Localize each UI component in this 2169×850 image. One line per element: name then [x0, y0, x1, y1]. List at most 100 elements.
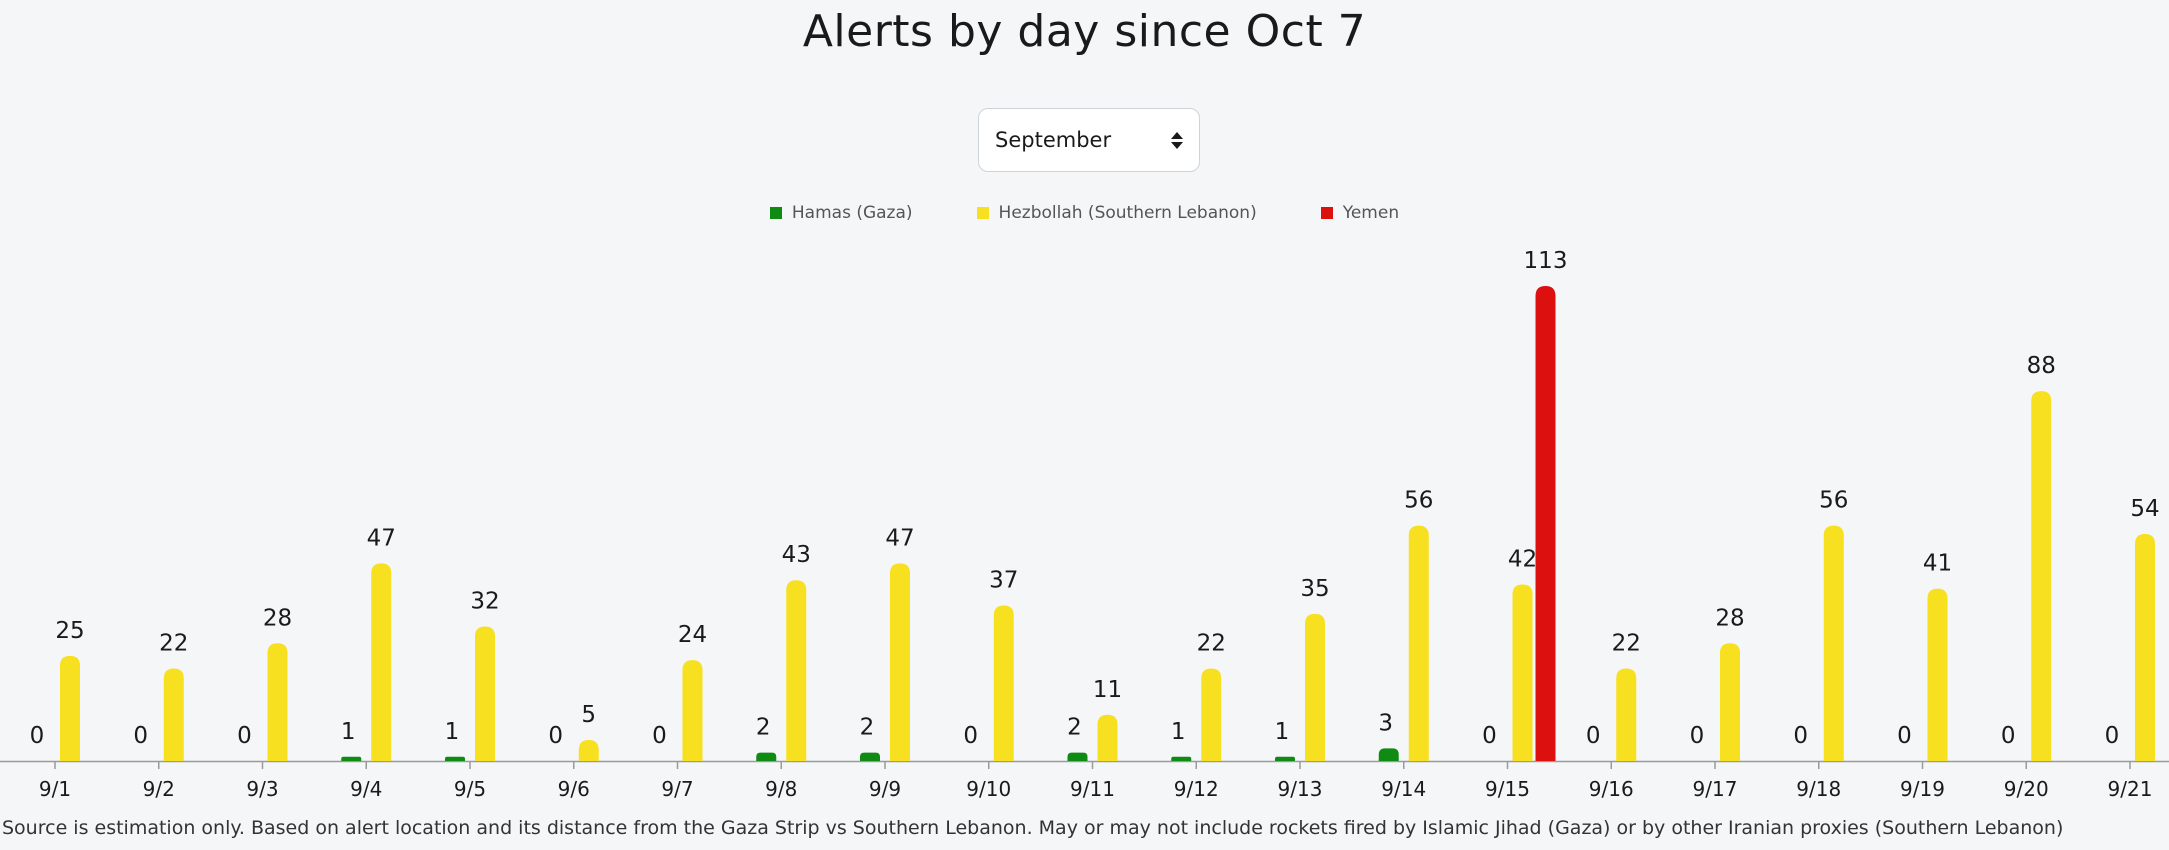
x-tick-label: 9/3: [246, 777, 278, 801]
data-label-yemen: 113: [1524, 248, 1568, 274]
bar-hezbollah-9-20[interactable]: [2031, 391, 2052, 761]
bar-hamas-9-13[interactable]: [1275, 756, 1295, 761]
bar-hezbollah-9-6[interactable]: [578, 739, 599, 761]
x-tick-label: 9/11: [1070, 777, 1115, 801]
bar-hezbollah-9-21[interactable]: [2135, 534, 2155, 761]
data-label-hamas: 0: [2001, 723, 2016, 749]
x-tick-label: 9/7: [661, 777, 693, 801]
bar-hezbollah-9-2[interactable]: [163, 668, 184, 761]
data-label-hezbollah: 42: [1508, 546, 1537, 572]
select-arrows-icon: [1171, 131, 1183, 149]
legend-label-hamas: Hamas (Gaza): [791, 203, 913, 223]
bar-hamas-9-8[interactable]: [756, 752, 777, 761]
data-label-hezbollah: 28: [263, 605, 292, 631]
legend-swatch-hamas: [769, 207, 782, 219]
data-label-hezbollah: 47: [367, 525, 396, 551]
data-label-hamas: 3: [1378, 710, 1393, 736]
data-label-hezbollah: 35: [1300, 576, 1329, 602]
legend-label-yemen: Yemen: [1342, 203, 1400, 223]
bar-hezbollah-9-7[interactable]: [682, 660, 703, 761]
data-label-hezbollah: 41: [1923, 551, 1952, 577]
data-label-hezbollah: 24: [678, 622, 707, 648]
bar-hezbollah-9-3[interactable]: [267, 643, 288, 761]
data-label-hamas: 1: [341, 719, 356, 745]
bar-hezbollah-9-16[interactable]: [1616, 668, 1637, 761]
bar-hezbollah-9-9[interactable]: [890, 563, 910, 761]
data-label-hezbollah: 47: [885, 525, 914, 551]
bar-hezbollah-9-8[interactable]: [786, 580, 807, 761]
x-tick-label: 9/1: [39, 777, 71, 801]
data-label-hamas: 0: [2105, 723, 2120, 749]
x-tick-label: 9/17: [1693, 777, 1738, 801]
data-label-hamas: 0: [548, 723, 563, 749]
data-label-hezbollah: 5: [581, 702, 596, 728]
bar-hamas-9-11[interactable]: [1067, 752, 1088, 761]
bar-hezbollah-9-10[interactable]: [993, 605, 1014, 761]
bar-hamas-9-9[interactable]: [860, 752, 880, 761]
data-label-hamas: 0: [30, 723, 45, 749]
data-label-hamas: 0: [652, 723, 667, 749]
bar-hezbollah-9-4[interactable]: [371, 563, 392, 761]
data-label-hamas: 0: [1897, 723, 1912, 749]
legend-swatch-hezbollah: [976, 207, 989, 219]
bar-hamas-9-5[interactable]: [445, 756, 465, 761]
data-label-hezbollah: 11: [1093, 677, 1122, 703]
bar-hezbollah-9-13[interactable]: [1305, 613, 1325, 761]
data-label-hezbollah: 32: [470, 588, 499, 614]
bar-hezbollah-9-12[interactable]: [1201, 668, 1222, 761]
bar-chart: 9/10259/20229/30289/41479/51329/6059/702…: [0, 248, 2169, 801]
data-label-hezbollah: 22: [1612, 631, 1641, 657]
x-tick-label: 9/16: [1589, 777, 1634, 801]
data-label-hezbollah: 43: [782, 542, 811, 568]
data-label-hamas: 2: [756, 715, 771, 741]
data-label-hamas: 1: [1171, 719, 1186, 745]
data-label-hamas: 0: [1586, 723, 1601, 749]
chart-title: Alerts by day since Oct 7: [802, 6, 1367, 57]
bar-hezbollah-9-18[interactable]: [1823, 525, 1844, 761]
data-label-hezbollah: 54: [2130, 496, 2159, 522]
data-label-hezbollah: 22: [159, 631, 188, 657]
month-select[interactable]: September: [978, 108, 1200, 172]
data-label-hamas: 0: [1690, 723, 1705, 749]
bar-yemen-9-15[interactable]: [1535, 286, 1556, 761]
bar-hamas-9-14[interactable]: [1378, 748, 1399, 761]
data-label-hamas: 0: [237, 723, 252, 749]
legend-item-yemen[interactable]: Yemen: [1320, 203, 1400, 223]
x-tick-label: 9/19: [1900, 777, 1945, 801]
data-label-hezbollah: 56: [1404, 488, 1433, 514]
x-tick-label: 9/4: [350, 777, 382, 801]
x-tick-label: 9/2: [143, 777, 175, 801]
data-label-hezbollah: 88: [2027, 353, 2056, 379]
x-tick-label: 9/5: [454, 777, 486, 801]
data-label-hezbollah: 22: [1197, 631, 1226, 657]
bar-hezbollah-9-5[interactable]: [475, 626, 495, 761]
legend-label-hezbollah: Hezbollah (Southern Lebanon): [998, 203, 1257, 223]
chart-legend: Hamas (Gaza) Hezbollah (Southern Lebanon…: [0, 203, 2169, 223]
bar-hamas-9-4[interactable]: [341, 756, 362, 761]
data-label-hamas: 0: [1793, 723, 1808, 749]
bar-hezbollah-9-11[interactable]: [1097, 714, 1118, 761]
x-tick-label: 9/12: [1174, 777, 1219, 801]
bar-hamas-9-12[interactable]: [1171, 756, 1192, 761]
bar-hezbollah-9-17[interactable]: [1720, 643, 1740, 761]
bar-hezbollah-9-14[interactable]: [1408, 525, 1429, 761]
data-label-hamas: 0: [133, 723, 148, 749]
source-footnote: Source is estimation only. Based on aler…: [2, 817, 2064, 839]
data-label-hamas: 2: [860, 715, 875, 741]
data-label-hamas: 0: [1482, 723, 1497, 749]
bar-hezbollah-9-15[interactable]: [1512, 584, 1533, 761]
bar-hezbollah-9-1[interactable]: [60, 655, 80, 761]
data-label-hamas: 1: [445, 719, 460, 745]
legend-item-hamas[interactable]: Hamas (Gaza): [769, 203, 913, 223]
x-tick-label: 9/18: [1796, 777, 1841, 801]
data-label-hezbollah: 28: [1715, 605, 1744, 631]
x-tick-label: 9/6: [558, 777, 590, 801]
x-tick-label: 9/13: [1278, 777, 1323, 801]
legend-item-hezbollah[interactable]: Hezbollah (Southern Lebanon): [976, 203, 1257, 223]
x-tick-label: 9/10: [966, 777, 1011, 801]
bar-hezbollah-9-19[interactable]: [1927, 588, 1948, 761]
x-tick-label: 9/20: [2004, 777, 2049, 801]
x-tick-label: 9/14: [1381, 777, 1426, 801]
x-tick-label: 9/21: [2108, 777, 2153, 801]
legend-swatch-yemen: [1320, 207, 1333, 219]
